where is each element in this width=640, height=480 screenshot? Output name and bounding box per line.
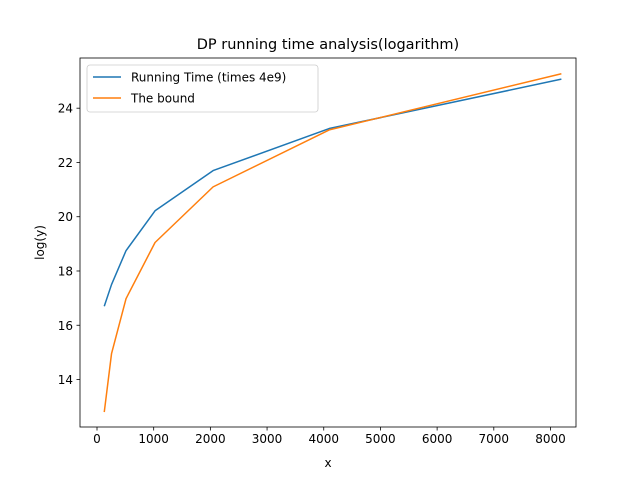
x-tick-label: 8000 <box>535 432 566 446</box>
chart-title: DP running time analysis(logarithm) <box>197 37 459 53</box>
y-tick-label: 22 <box>58 156 73 170</box>
y-tick-label: 14 <box>58 373 73 387</box>
x-tick-label: 0 <box>93 432 101 446</box>
y-tick-label: 16 <box>58 319 73 333</box>
legend: Running Time (times 4e9) The bound <box>86 64 319 113</box>
x-tick-label: 7000 <box>479 432 510 446</box>
x-tick-label: 1000 <box>138 432 169 446</box>
plot-area <box>103 73 562 413</box>
x-tick-label: 5000 <box>365 432 396 446</box>
x-tick-label: 2000 <box>195 432 226 446</box>
x-axis-label: x <box>324 456 331 470</box>
y-tick-label: 24 <box>58 102 73 116</box>
series-line-1 <box>103 78 562 307</box>
legend-entry-1: Running Time (times 4e9) <box>131 71 286 85</box>
x-axis-ticks: 0 1000 2000 3000 4000 5000 6000 7000 8000 <box>93 427 566 446</box>
y-axis-ticks: 14 16 18 20 22 24 <box>58 102 80 387</box>
y-tick-label: 20 <box>58 210 73 224</box>
x-tick-label: 6000 <box>422 432 453 446</box>
legend-box <box>86 64 319 113</box>
y-axis-label: log(y) <box>33 225 47 260</box>
series-line-2 <box>103 73 562 413</box>
x-tick-label: 3000 <box>252 432 283 446</box>
axes-frame <box>79 57 577 428</box>
legend-entry-2: The bound <box>130 92 195 106</box>
y-tick-label: 18 <box>58 264 73 278</box>
x-tick-label: 4000 <box>308 432 339 446</box>
